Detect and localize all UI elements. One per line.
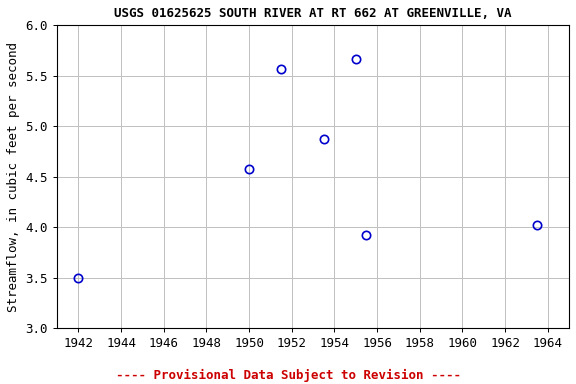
Text: ---- Provisional Data Subject to Revision ----: ---- Provisional Data Subject to Revisio… — [116, 369, 460, 382]
Y-axis label: Streamflow, in cubic feet per second: Streamflow, in cubic feet per second — [7, 42, 20, 312]
Title: USGS 01625625 SOUTH RIVER AT RT 662 AT GREENVILLE, VA: USGS 01625625 SOUTH RIVER AT RT 662 AT G… — [114, 7, 512, 20]
